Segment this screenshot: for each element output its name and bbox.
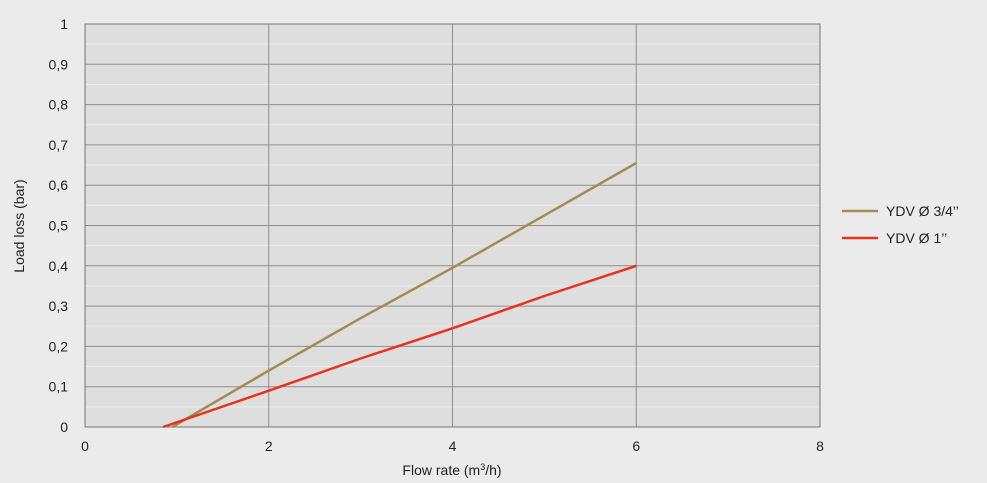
y-tick-label: 0,6 bbox=[49, 177, 69, 193]
x-axis-title-superscript: 3 bbox=[480, 462, 485, 472]
x-tick-label: 6 bbox=[632, 438, 640, 454]
y-axis-title: Load loss (bar) bbox=[11, 179, 27, 272]
plot-border bbox=[84, 23, 821, 428]
legend: YDV Ø 3/4’’ YDV Ø 1’’ bbox=[842, 203, 959, 246]
legend-label-2: YDV Ø 1’’ bbox=[886, 230, 947, 246]
legend-label-1: YDV Ø 3/4’’ bbox=[886, 203, 959, 219]
x-axis-title-end: /h) bbox=[485, 462, 501, 478]
y-tick-label: 0,9 bbox=[49, 56, 69, 72]
x-tick-label: 4 bbox=[449, 438, 457, 454]
y-tick-labels: 0 0,1 0,2 0,3 0,4 0,5 0,6 0,7 0,8 0,9 1 bbox=[49, 16, 69, 435]
y-tick-label: 0,5 bbox=[49, 218, 69, 234]
series-lines bbox=[162, 161, 637, 429]
series-line-1 bbox=[171, 161, 637, 429]
x-tick-label: 8 bbox=[816, 438, 824, 454]
y-tick-label: 0,7 bbox=[49, 137, 69, 153]
x-tick-label: 0 bbox=[81, 438, 89, 454]
x-tick-label: 2 bbox=[265, 438, 273, 454]
x-axis-title-main: Flow rate (m bbox=[402, 462, 480, 478]
y-tick-label: 0,8 bbox=[49, 97, 69, 113]
y-tick-label: 0,4 bbox=[49, 258, 69, 274]
x-tick-labels: 0 2 4 6 8 bbox=[81, 438, 824, 454]
y-tick-label: 0 bbox=[60, 419, 68, 435]
series-line-2 bbox=[162, 264, 637, 429]
y-tick-label: 1 bbox=[60, 16, 68, 32]
x-axis-title: Flow rate (m3/h) bbox=[402, 462, 501, 478]
y-tick-label: 0,1 bbox=[49, 379, 69, 395]
y-tick-label: 0,3 bbox=[49, 298, 69, 314]
y-tick-label: 0,2 bbox=[49, 338, 69, 354]
